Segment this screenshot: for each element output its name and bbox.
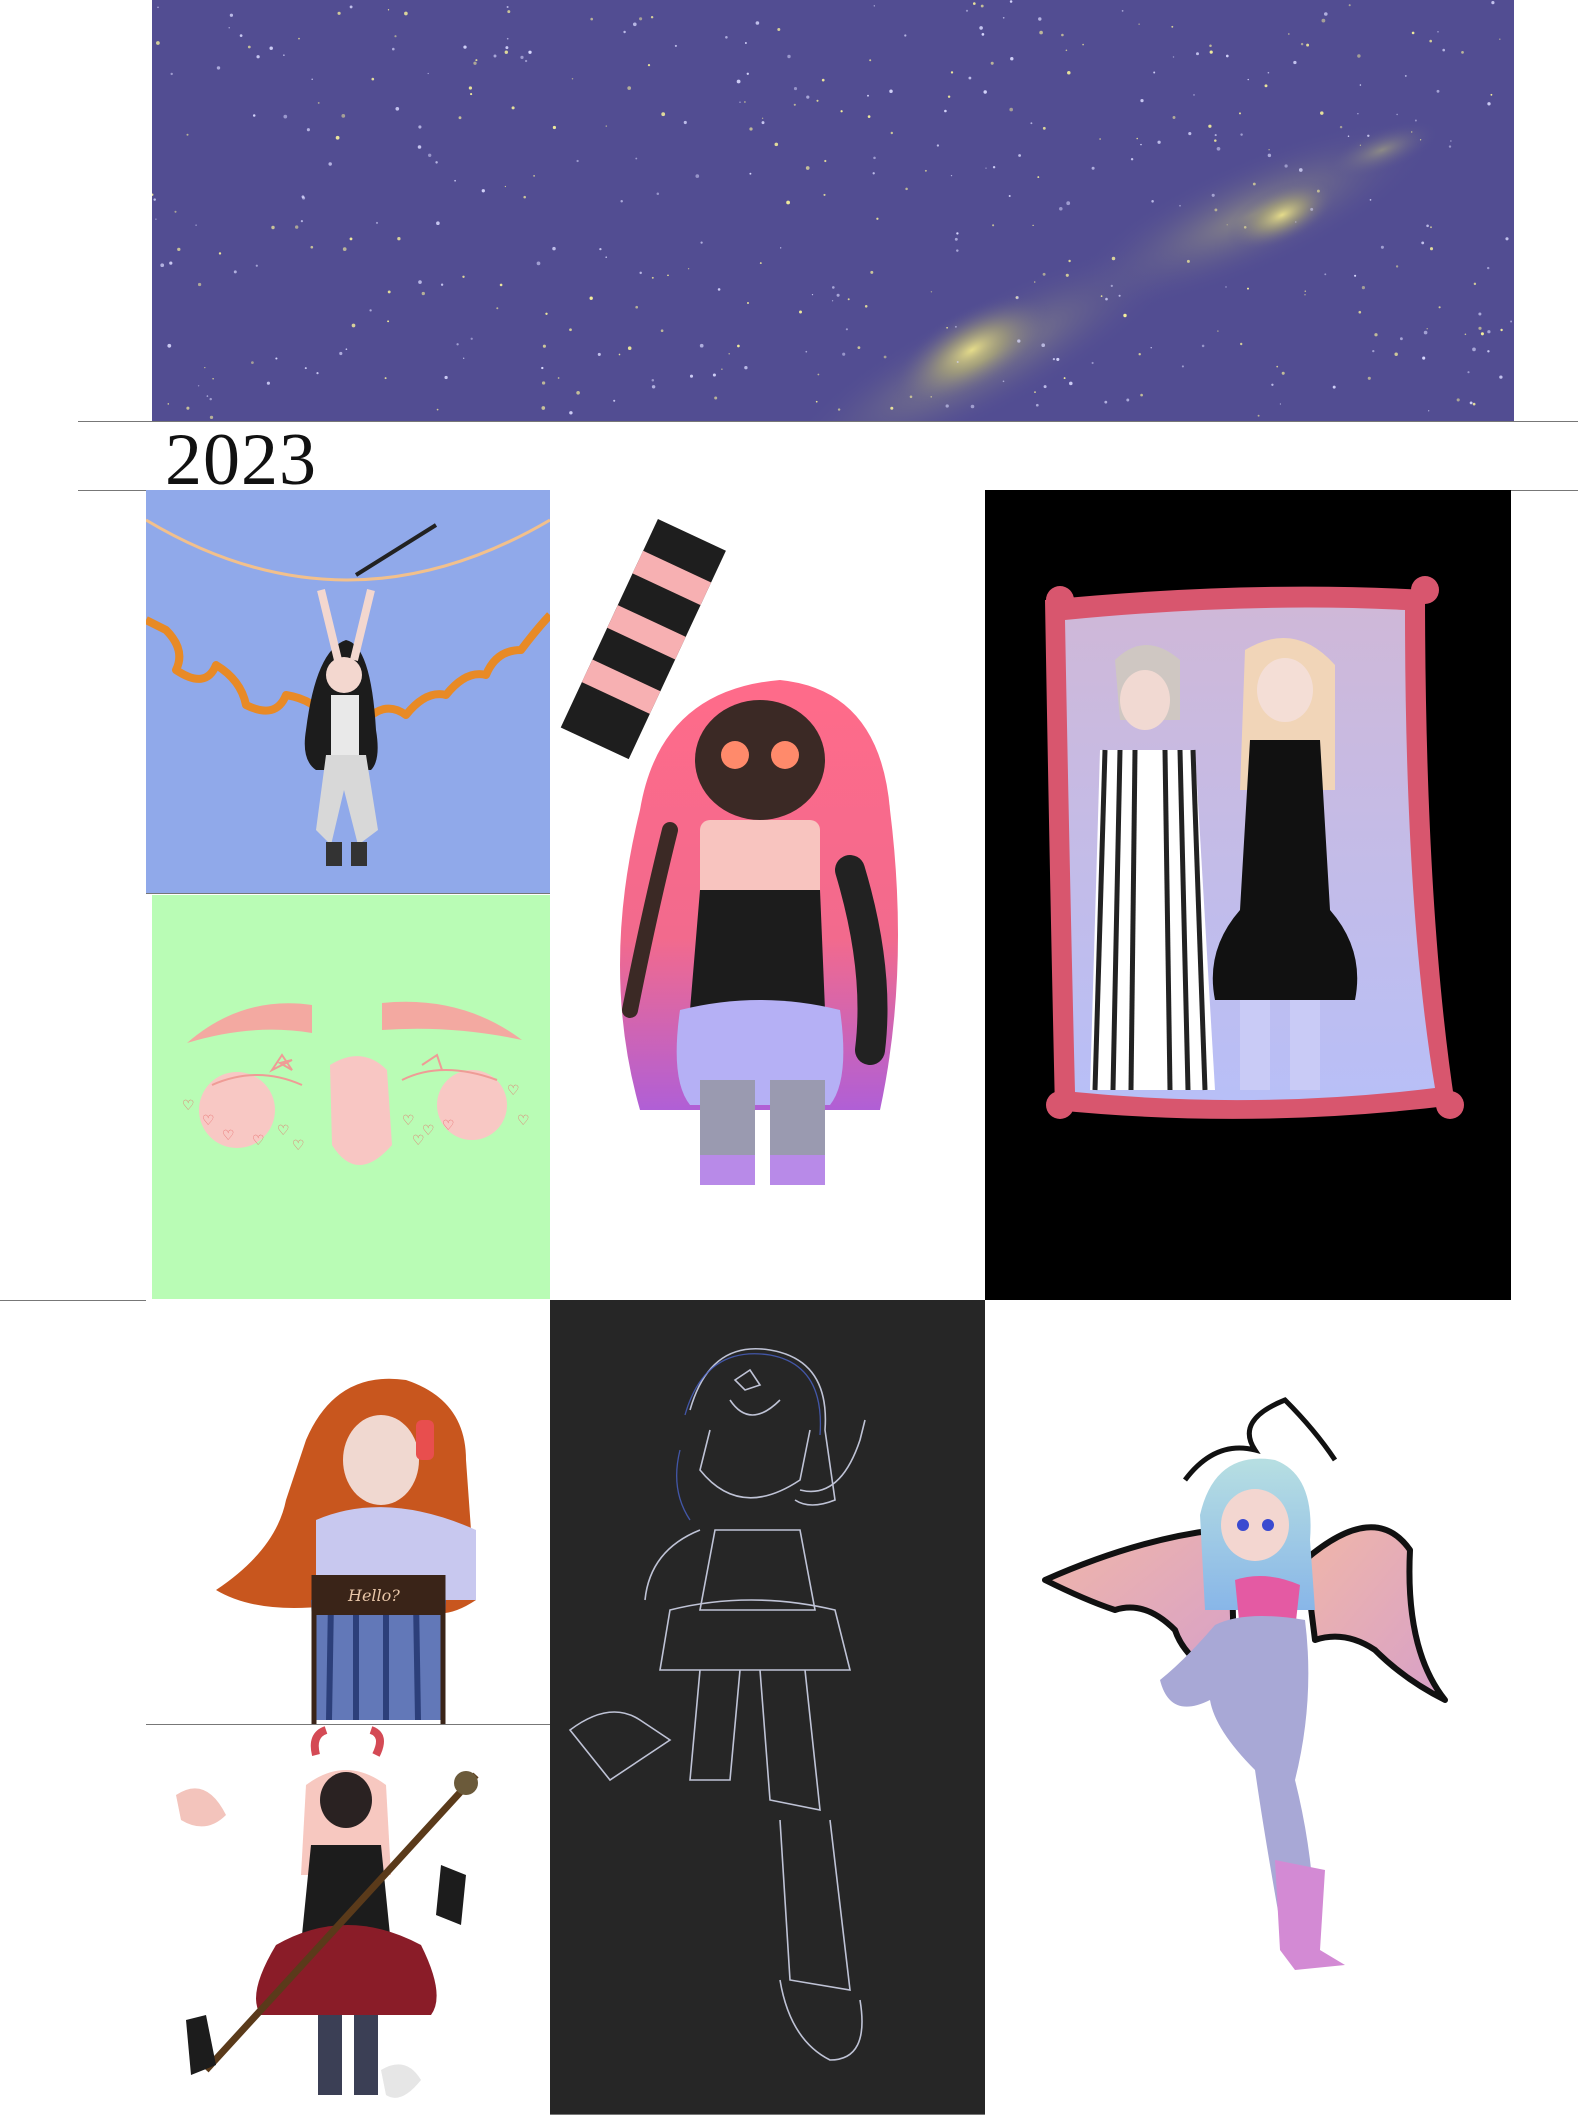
svg-text:♡: ♡ bbox=[277, 1123, 290, 1139]
svg-text:♡: ♡ bbox=[202, 1113, 215, 1129]
artwork-lineart-girl[interactable] bbox=[550, 1300, 985, 2114]
artwork-face-closeup[interactable]: ♡ ♡ ♡ ♡ ♡ ♡ ♡ ♡ ♡ ♡ ♡ ♡ bbox=[152, 895, 550, 1299]
svg-text:♡: ♡ bbox=[442, 1118, 455, 1134]
artwork-sword-girl[interactable] bbox=[146, 490, 550, 893]
divider-top bbox=[78, 421, 1578, 422]
svg-text:♡: ♡ bbox=[252, 1133, 265, 1149]
svg-text:♡: ♡ bbox=[222, 1128, 235, 1144]
header-banner bbox=[152, 0, 1514, 421]
svg-text:♡: ♡ bbox=[402, 1113, 415, 1129]
artwork-bat-wing-girl[interactable] bbox=[985, 1300, 1511, 2121]
artwork-horned-girl[interactable] bbox=[146, 1725, 550, 2121]
divider-lineart-bottom bbox=[550, 2114, 985, 2115]
divider-sword bbox=[146, 893, 550, 894]
svg-text:♡: ♡ bbox=[292, 1138, 305, 1154]
svg-text:♡: ♡ bbox=[517, 1113, 530, 1129]
year-heading: 2023 bbox=[165, 419, 317, 501]
hello-sign-text: Hello? bbox=[347, 1586, 400, 1605]
artwork-chainsaw-girl[interactable] bbox=[550, 490, 985, 1300]
svg-text:♡: ♡ bbox=[422, 1123, 435, 1139]
artwork-orange-hair-girl[interactable]: Hello? bbox=[146, 1300, 550, 1724]
divider-lower bbox=[146, 1724, 550, 1725]
svg-text:♡: ♡ bbox=[412, 1133, 425, 1149]
svg-text:♡: ♡ bbox=[182, 1098, 195, 1114]
artwork-framed-couple[interactable] bbox=[985, 490, 1511, 1300]
svg-text:♡: ♡ bbox=[507, 1083, 520, 1099]
